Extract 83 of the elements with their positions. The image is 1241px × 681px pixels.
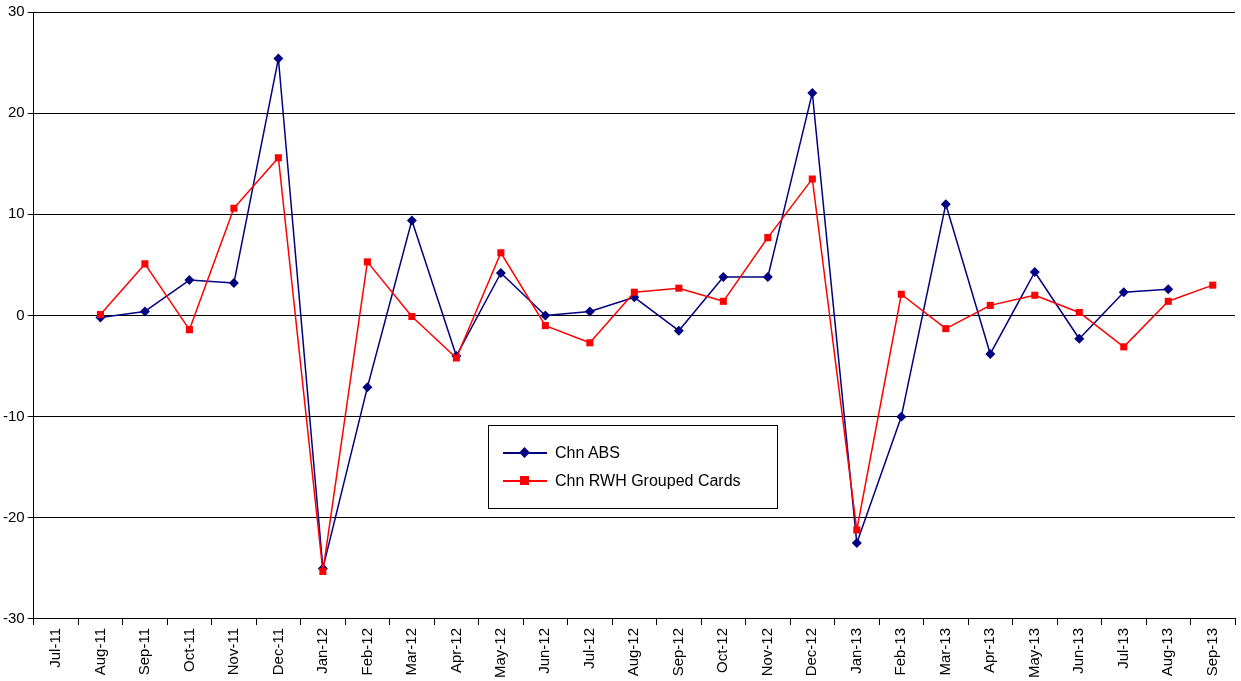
point bbox=[1075, 308, 1083, 316]
point bbox=[764, 234, 772, 242]
point bbox=[1120, 343, 1128, 351]
point bbox=[630, 288, 638, 296]
x-tick-label: Jul-11 bbox=[46, 627, 64, 668]
point bbox=[363, 258, 371, 266]
point bbox=[141, 260, 149, 268]
x-tick-label: Dec-11 bbox=[268, 627, 286, 676]
y-tick-label: 0 bbox=[16, 305, 25, 323]
x-tick-label: May-13 bbox=[1024, 627, 1042, 679]
x-tick-label: Oct-11 bbox=[179, 627, 197, 672]
point bbox=[675, 284, 683, 292]
x-tick-label: Aug-11 bbox=[90, 627, 108, 676]
x-tick-label: Nov-12 bbox=[757, 627, 775, 677]
point bbox=[1209, 281, 1217, 289]
x-tick-label: Sep-11 bbox=[135, 627, 153, 676]
point bbox=[986, 301, 994, 309]
y-tick-label: 10 bbox=[7, 204, 25, 222]
legend-label: Chn RWH Grouped Cards bbox=[555, 472, 741, 490]
point bbox=[1031, 291, 1039, 299]
x-tick-label: Aug-12 bbox=[624, 627, 642, 677]
point bbox=[896, 411, 907, 422]
point bbox=[274, 154, 282, 162]
point bbox=[497, 249, 505, 257]
point bbox=[362, 382, 373, 393]
point bbox=[853, 526, 861, 534]
y-tick-label: -20 bbox=[2, 507, 25, 525]
point bbox=[495, 268, 506, 278]
point bbox=[1029, 266, 1040, 277]
point bbox=[762, 272, 773, 283]
x-tick-label: Mar-12 bbox=[402, 627, 420, 676]
x-tick-label: Feb-13 bbox=[891, 627, 909, 676]
x-tick-label: Jul-13 bbox=[1113, 627, 1131, 669]
point bbox=[897, 290, 905, 298]
point bbox=[319, 567, 327, 575]
y-tick-label: 20 bbox=[7, 103, 25, 121]
point bbox=[230, 204, 238, 212]
x-tick-label: Aug-13 bbox=[1158, 627, 1176, 677]
point bbox=[452, 354, 460, 362]
x-tick-label: May-12 bbox=[491, 627, 508, 679]
point bbox=[540, 310, 551, 321]
point bbox=[586, 339, 594, 347]
x-tick-label: Mar-13 bbox=[935, 627, 953, 676]
x-tick-label: Apr-12 bbox=[446, 627, 464, 674]
point bbox=[185, 326, 193, 334]
y-tick-label: -30 bbox=[2, 609, 25, 627]
x-tick-label: Oct-12 bbox=[713, 627, 731, 673]
point bbox=[228, 278, 239, 289]
point bbox=[942, 325, 950, 333]
x-tick-label: Sep-12 bbox=[668, 627, 686, 677]
point bbox=[408, 312, 416, 321]
x-tick-label: Apr-13 bbox=[980, 627, 998, 674]
point bbox=[96, 310, 104, 319]
point bbox=[673, 325, 684, 336]
y-tick-label: -10 bbox=[2, 406, 25, 424]
point bbox=[808, 175, 816, 183]
x-tick-label: Nov-11 bbox=[224, 627, 242, 676]
point bbox=[273, 53, 284, 64]
point bbox=[851, 538, 862, 549]
point bbox=[1074, 333, 1085, 344]
x-tick-label: Dec-12 bbox=[802, 627, 820, 677]
x-tick-label: Sep-13 bbox=[1202, 627, 1220, 677]
x-tick-label: Jun-12 bbox=[535, 627, 553, 674]
legend-label: Chn ABS bbox=[555, 444, 620, 462]
point bbox=[406, 215, 417, 226]
x-tick-label: Jan-13 bbox=[846, 627, 864, 674]
point bbox=[541, 322, 549, 330]
y-tick-label: 30 bbox=[7, 2, 25, 20]
x-tick-label: Feb-12 bbox=[357, 627, 375, 676]
x-tick-label: Jul-12 bbox=[579, 627, 597, 669]
point bbox=[719, 297, 727, 305]
point bbox=[1163, 284, 1174, 295]
point bbox=[1164, 297, 1172, 305]
point bbox=[985, 348, 996, 359]
point bbox=[184, 275, 195, 286]
point bbox=[584, 306, 595, 317]
point bbox=[807, 87, 818, 98]
point bbox=[139, 306, 150, 317]
point bbox=[940, 199, 951, 210]
point bbox=[1118, 287, 1129, 298]
point bbox=[718, 272, 729, 283]
x-tick-label: Jan-12 bbox=[313, 627, 331, 674]
x-tick-label: Jun-13 bbox=[1069, 627, 1087, 674]
